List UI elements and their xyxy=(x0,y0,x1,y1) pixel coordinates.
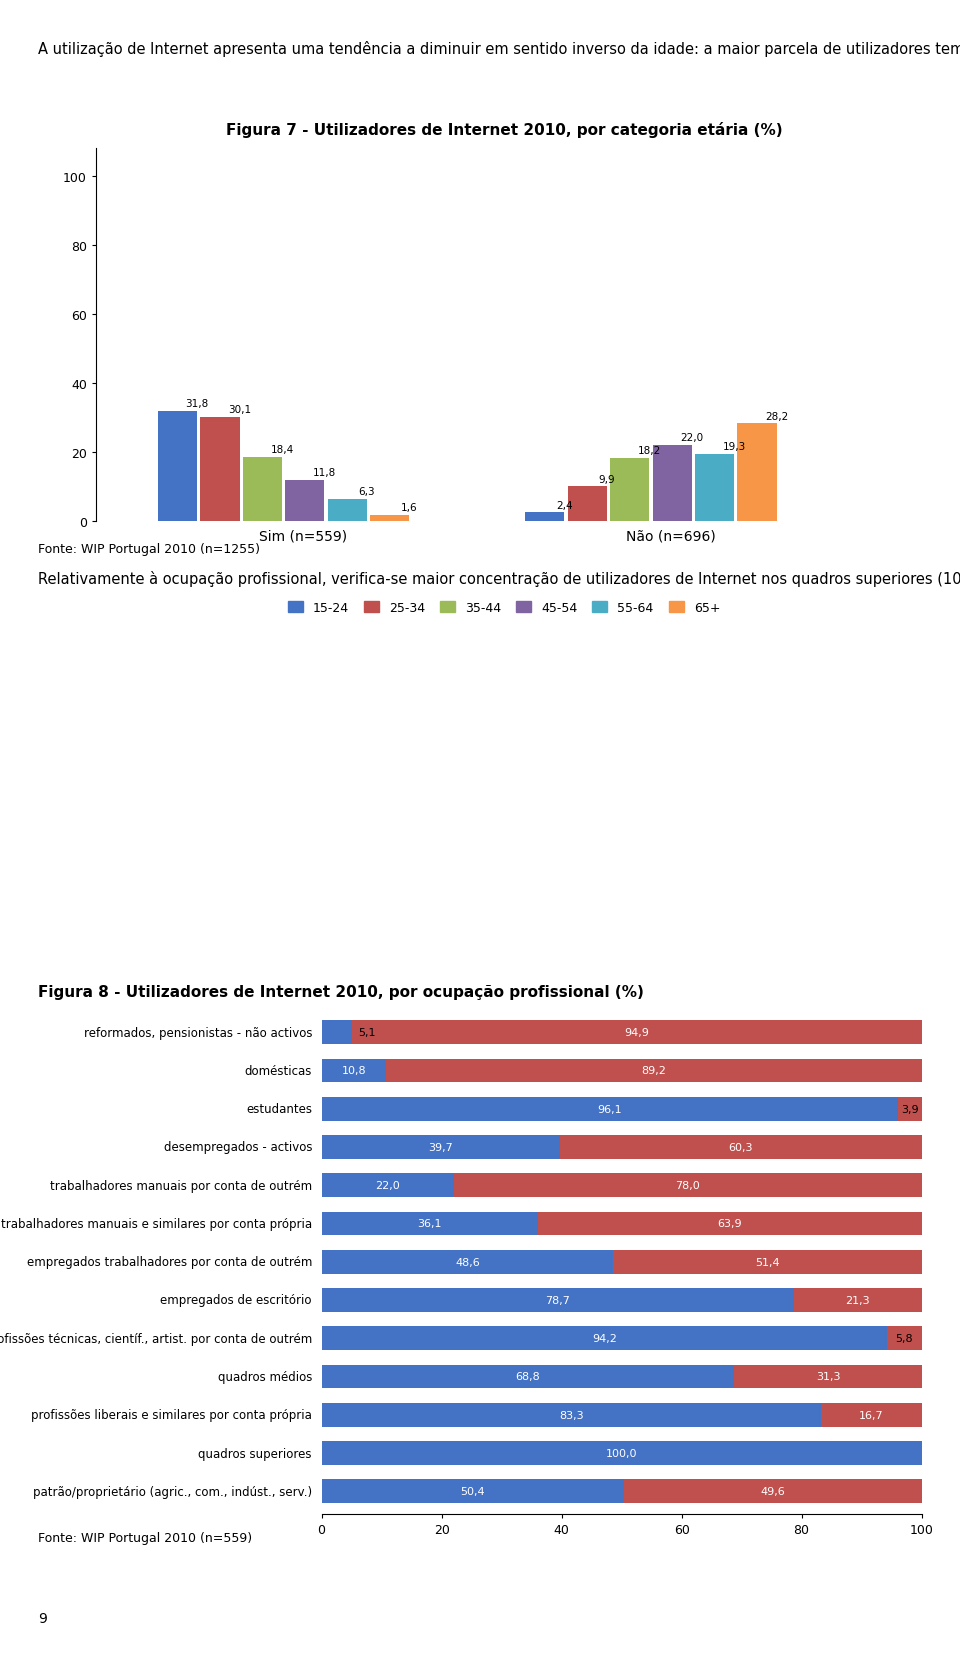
Bar xyxy=(327,500,367,521)
Text: A utilização de Internet apresenta uma tendência a diminuir em sentido inverso d: A utilização de Internet apresenta uma t… xyxy=(38,41,960,58)
Text: patrão/proprietário (agric., com., indúst., serv.): patrão/proprietário (agric., com., indús… xyxy=(33,1485,312,1498)
Bar xyxy=(322,1480,624,1503)
Text: 63,9: 63,9 xyxy=(717,1218,742,1228)
Bar xyxy=(613,1250,922,1274)
Text: 68,8: 68,8 xyxy=(516,1372,540,1382)
Text: 5,1: 5,1 xyxy=(358,1028,375,1038)
Bar xyxy=(285,480,324,521)
Text: 49,6: 49,6 xyxy=(760,1486,785,1496)
Text: 89,2: 89,2 xyxy=(641,1066,666,1076)
Text: 22,0: 22,0 xyxy=(680,432,704,442)
Text: 60,3: 60,3 xyxy=(729,1142,753,1152)
Text: 39,7: 39,7 xyxy=(428,1142,453,1152)
Text: desempregados - activos: desempregados - activos xyxy=(163,1140,312,1154)
Text: profissões técnicas, científ., artist. por conta de outrém: profissões técnicas, científ., artist. p… xyxy=(0,1332,312,1346)
Bar xyxy=(822,1403,922,1427)
Text: 94,9: 94,9 xyxy=(624,1028,649,1038)
Text: 9: 9 xyxy=(38,1612,47,1625)
Text: Figura 8 - Utilizadores de Internet 2010, por ocupação profissional (%): Figura 8 - Utilizadores de Internet 2010… xyxy=(38,985,644,1000)
Text: 78,0: 78,0 xyxy=(675,1180,700,1190)
Legend: 15-24, 25-34, 35-44, 45-54, 55-64, 65+: 15-24, 25-34, 35-44, 45-54, 55-64, 65+ xyxy=(283,596,725,619)
Text: 21,3: 21,3 xyxy=(846,1296,870,1306)
Bar xyxy=(322,1403,822,1427)
Text: 2,4: 2,4 xyxy=(556,500,573,510)
Text: 18,2: 18,2 xyxy=(637,445,660,455)
Text: 78,7: 78,7 xyxy=(545,1296,570,1306)
Bar xyxy=(322,1135,560,1158)
Text: trabalhadores manuais por conta de outrém: trabalhadores manuais por conta de outré… xyxy=(50,1178,312,1192)
Bar xyxy=(734,1365,923,1389)
Bar xyxy=(887,1327,922,1350)
Text: 9,9: 9,9 xyxy=(598,475,615,485)
Text: Fonte: WIP Portugal 2010 (n=1255): Fonte: WIP Portugal 2010 (n=1255) xyxy=(38,543,260,556)
Bar xyxy=(322,1059,386,1082)
Text: profissões liberais e similares por conta própria: profissões liberais e similares por cont… xyxy=(31,1408,312,1422)
Text: reformados, pensionistas - não activos: reformados, pensionistas - não activos xyxy=(84,1026,312,1039)
Text: 28,2: 28,2 xyxy=(765,412,788,422)
Bar xyxy=(322,1097,899,1120)
Text: Relativamente à ocupação profissional, verifica-se maior concentração de utiliza: Relativamente à ocupação profissional, v… xyxy=(38,571,960,588)
Bar xyxy=(567,487,607,521)
Text: 51,4: 51,4 xyxy=(756,1256,780,1268)
Text: Fonte: WIP Portugal 2010 (n=559): Fonte: WIP Portugal 2010 (n=559) xyxy=(38,1531,252,1544)
Text: 50,4: 50,4 xyxy=(461,1486,485,1496)
Bar xyxy=(352,1021,922,1044)
Text: trabalhadores manuais e similares por conta própria: trabalhadores manuais e similares por co… xyxy=(1,1216,312,1230)
Text: estudantes: estudantes xyxy=(246,1102,312,1115)
Bar xyxy=(653,445,691,521)
Bar xyxy=(737,424,777,521)
Text: 11,8: 11,8 xyxy=(313,468,336,478)
Bar xyxy=(539,1211,922,1236)
Text: 16,7: 16,7 xyxy=(859,1410,884,1420)
Bar xyxy=(454,1173,922,1197)
Bar xyxy=(243,458,282,521)
Title: Figura 7 - Utilizadores de Internet 2010, por categoria etária (%): Figura 7 - Utilizadores de Internet 2010… xyxy=(226,122,782,137)
Bar xyxy=(695,455,734,521)
Text: empregados trabalhadores por conta de outrém: empregados trabalhadores por conta de ou… xyxy=(27,1256,312,1268)
Text: 3,9: 3,9 xyxy=(901,1104,919,1114)
Bar xyxy=(322,1021,352,1044)
Bar xyxy=(322,1442,922,1465)
Text: 1,6: 1,6 xyxy=(401,503,418,513)
Text: quadros superiores: quadros superiores xyxy=(199,1446,312,1460)
Text: 22,0: 22,0 xyxy=(375,1180,400,1190)
Bar xyxy=(794,1288,922,1312)
Text: 10,8: 10,8 xyxy=(342,1066,367,1076)
Bar xyxy=(322,1250,613,1274)
Bar xyxy=(560,1135,922,1158)
Text: 5,8: 5,8 xyxy=(896,1334,913,1344)
Text: 48,6: 48,6 xyxy=(455,1256,480,1268)
Text: 100,0: 100,0 xyxy=(606,1448,637,1458)
Text: 36,1: 36,1 xyxy=(418,1218,443,1228)
Bar xyxy=(322,1211,539,1236)
Text: 94,2: 94,2 xyxy=(591,1334,616,1344)
Text: 30,1: 30,1 xyxy=(228,405,252,415)
Text: 31,3: 31,3 xyxy=(816,1372,841,1382)
Bar xyxy=(201,417,240,521)
Text: 83,3: 83,3 xyxy=(559,1410,584,1420)
Text: 19,3: 19,3 xyxy=(723,442,746,452)
Bar xyxy=(322,1173,454,1197)
Bar xyxy=(158,412,197,521)
Bar xyxy=(371,516,409,521)
Text: empregados de escritório: empregados de escritório xyxy=(160,1294,312,1307)
Bar xyxy=(525,513,564,521)
Text: 6,3: 6,3 xyxy=(359,487,375,496)
Bar xyxy=(624,1480,922,1503)
Text: 96,1: 96,1 xyxy=(597,1104,622,1114)
Bar xyxy=(611,458,649,521)
Text: domésticas: domésticas xyxy=(245,1064,312,1077)
Text: quadros médios: quadros médios xyxy=(218,1370,312,1384)
Bar xyxy=(322,1365,734,1389)
Text: 18,4: 18,4 xyxy=(271,445,294,455)
Bar xyxy=(322,1288,794,1312)
Text: 31,8: 31,8 xyxy=(185,399,209,409)
Bar xyxy=(386,1059,922,1082)
Bar xyxy=(322,1327,887,1350)
Bar xyxy=(899,1097,922,1120)
